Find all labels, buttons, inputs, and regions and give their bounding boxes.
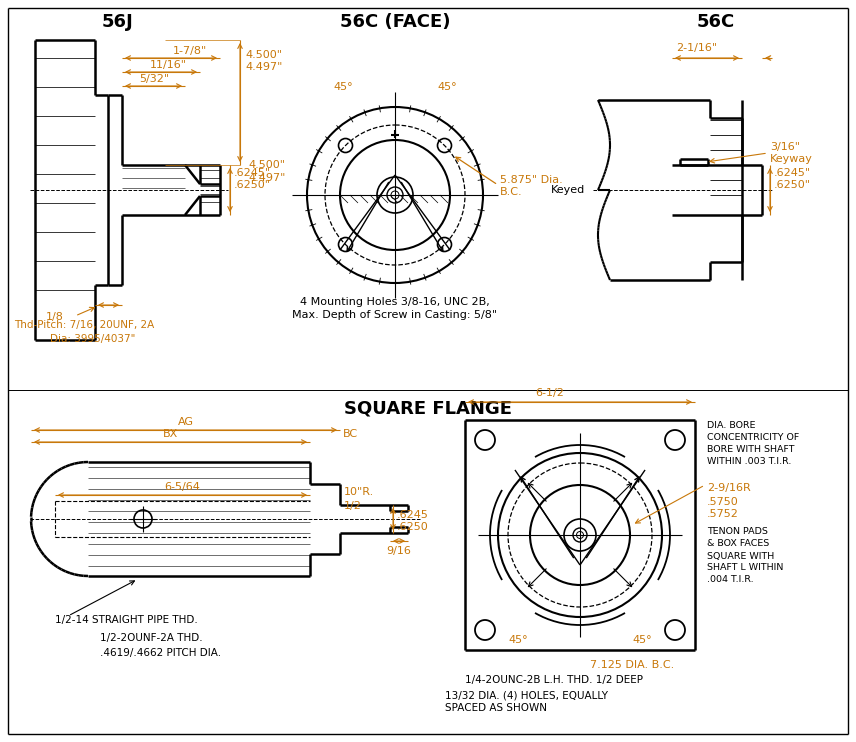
- Text: TENON PADS: TENON PADS: [707, 528, 768, 536]
- Text: WITHIN .003 T.I.R.: WITHIN .003 T.I.R.: [707, 456, 792, 465]
- Text: 4 Mounting Holes 3/8-16, UNC 2B,: 4 Mounting Holes 3/8-16, UNC 2B,: [300, 297, 490, 307]
- Text: 45°: 45°: [333, 82, 353, 92]
- Text: 4.500": 4.500": [248, 160, 285, 170]
- Text: BX: BX: [163, 429, 178, 439]
- Text: SQUARE FLANGE: SQUARE FLANGE: [344, 399, 512, 417]
- Text: .6250": .6250": [234, 180, 271, 190]
- Text: SPACED AS SHOWN: SPACED AS SHOWN: [445, 703, 547, 713]
- Text: 7.125 DIA. B.C.: 7.125 DIA. B.C.: [590, 660, 675, 670]
- Text: 1/4-2OUNC-2B L.H. THD. 1/2 DEEP: 1/4-2OUNC-2B L.H. THD. 1/2 DEEP: [465, 675, 643, 685]
- Text: .6250": .6250": [774, 180, 811, 190]
- Text: DIA. BORE: DIA. BORE: [707, 421, 756, 430]
- Text: 1/2: 1/2: [344, 501, 362, 511]
- Text: 5/32": 5/32": [139, 74, 169, 84]
- Text: 1/2-14 STRAIGHT PIPE THD.: 1/2-14 STRAIGHT PIPE THD.: [55, 615, 198, 625]
- Text: 3/16": 3/16": [770, 142, 800, 152]
- Text: 4.497": 4.497": [245, 62, 282, 72]
- Text: 6-1/2: 6-1/2: [536, 388, 564, 398]
- Text: .5752: .5752: [707, 509, 739, 519]
- Text: 13/32 DIA. (4) HOLES, EQUALLY: 13/32 DIA. (4) HOLES, EQUALLY: [445, 690, 608, 700]
- Text: BORE WITH SHAFT: BORE WITH SHAFT: [707, 444, 794, 453]
- Text: 11/16": 11/16": [150, 60, 187, 70]
- Text: 6-5/64: 6-5/64: [164, 482, 200, 492]
- Text: .6250: .6250: [397, 522, 429, 532]
- Text: 56C: 56C: [697, 13, 735, 31]
- Text: 4.500": 4.500": [245, 50, 282, 60]
- Text: 10"R.: 10"R.: [344, 487, 374, 497]
- Text: .004 T.I.R.: .004 T.I.R.: [707, 576, 753, 585]
- Text: 56J: 56J: [102, 13, 134, 31]
- Text: Thd-Pitch: 7/16, 20UNF, 2A: Thd-Pitch: 7/16, 20UNF, 2A: [14, 320, 154, 330]
- Text: 56C (FACE): 56C (FACE): [340, 13, 450, 31]
- Text: .6245: .6245: [397, 510, 429, 520]
- Text: 1/2-2OUNF-2A THD.: 1/2-2OUNF-2A THD.: [100, 633, 203, 643]
- Text: .5750: .5750: [707, 497, 739, 507]
- Text: BC: BC: [343, 429, 358, 439]
- Text: 5.875" Dia.: 5.875" Dia.: [500, 175, 562, 185]
- Text: Keyway: Keyway: [770, 154, 813, 164]
- Text: 45°: 45°: [633, 635, 651, 645]
- Text: 4.497": 4.497": [248, 173, 285, 183]
- Text: 1/8: 1/8: [46, 312, 64, 322]
- Text: 45°: 45°: [508, 635, 528, 645]
- Text: 45°: 45°: [437, 82, 457, 92]
- Text: & BOX FACES: & BOX FACES: [707, 539, 770, 548]
- Text: 1-7/8": 1-7/8": [173, 46, 207, 56]
- Text: CONCENTRICITY OF: CONCENTRICITY OF: [707, 433, 800, 441]
- Text: 9/16: 9/16: [387, 546, 412, 556]
- Text: .6245": .6245": [234, 168, 271, 178]
- Text: AG: AG: [177, 417, 193, 427]
- Text: 2-9/16R: 2-9/16R: [707, 483, 751, 493]
- Text: Keyed: Keyed: [551, 185, 586, 195]
- Text: .6245": .6245": [774, 168, 811, 178]
- Text: SHAFT L WITHIN: SHAFT L WITHIN: [707, 563, 783, 573]
- Text: B.C.: B.C.: [500, 187, 523, 197]
- Text: Max. Depth of Screw in Casting: 5/8": Max. Depth of Screw in Casting: 5/8": [293, 310, 497, 320]
- Text: .4619/.4662 PITCH DIA.: .4619/.4662 PITCH DIA.: [100, 648, 221, 658]
- Text: 2-1/16": 2-1/16": [676, 43, 717, 53]
- Text: SQUARE WITH: SQUARE WITH: [707, 551, 774, 560]
- Text: Dia: 3995/4037": Dia: 3995/4037": [50, 334, 135, 344]
